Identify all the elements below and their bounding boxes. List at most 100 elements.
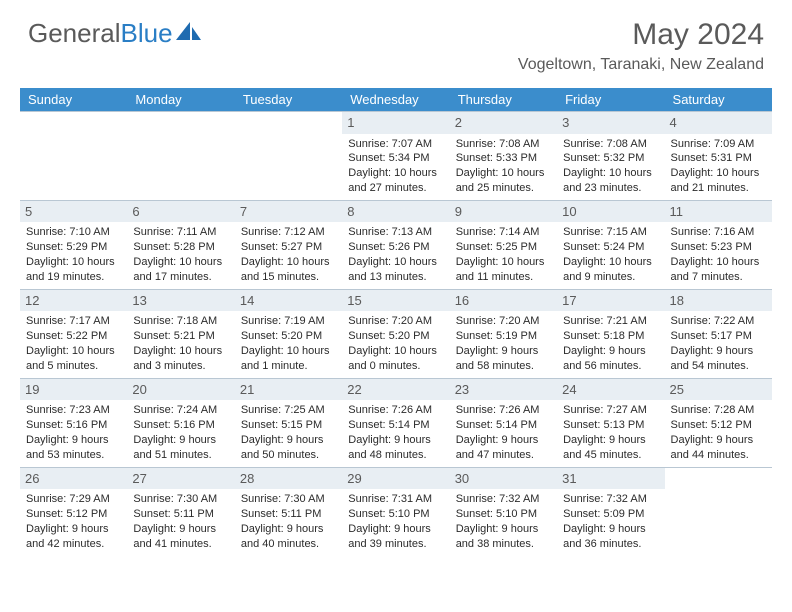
daylight-line-1: Daylight: 9 hours <box>241 433 338 448</box>
calendar-cell: 29Sunrise: 7:31 AMSunset: 5:10 PMDayligh… <box>342 467 449 555</box>
calendar-cell: 17Sunrise: 7:21 AMSunset: 5:18 PMDayligh… <box>557 289 664 378</box>
daylight-line-1: Daylight: 10 hours <box>671 255 768 270</box>
day-number: 10 <box>557 201 664 223</box>
sunrise-line: Sunrise: 7:29 AM <box>26 492 123 507</box>
sunrise-line: Sunrise: 7:08 AM <box>563 137 660 152</box>
daylight-line-2: and 17 minutes. <box>133 270 230 285</box>
calendar-body: 1Sunrise: 7:07 AMSunset: 5:34 PMDaylight… <box>20 112 772 556</box>
day-number: 11 <box>665 201 772 223</box>
sunrise-line: Sunrise: 7:30 AM <box>133 492 230 507</box>
sunset-line: Sunset: 5:20 PM <box>241 329 338 344</box>
daylight-line-2: and 19 minutes. <box>26 270 123 285</box>
sunrise-line: Sunrise: 7:20 AM <box>456 314 553 329</box>
daylight-line-2: and 42 minutes. <box>26 537 123 552</box>
sunset-line: Sunset: 5:12 PM <box>671 418 768 433</box>
sunrise-line: Sunrise: 7:28 AM <box>671 403 768 418</box>
sunset-line: Sunset: 5:11 PM <box>241 507 338 522</box>
sunset-line: Sunset: 5:15 PM <box>241 418 338 433</box>
day-header: Sunday <box>20 88 127 112</box>
sunrise-line: Sunrise: 7:21 AM <box>563 314 660 329</box>
daylight-line-2: and 11 minutes. <box>456 270 553 285</box>
day-number: 7 <box>235 201 342 223</box>
calendar-cell: 18Sunrise: 7:22 AMSunset: 5:17 PMDayligh… <box>665 289 772 378</box>
sunset-line: Sunset: 5:24 PM <box>563 240 660 255</box>
sunset-line: Sunset: 5:09 PM <box>563 507 660 522</box>
calendar-cell <box>235 112 342 201</box>
sunset-line: Sunset: 5:29 PM <box>26 240 123 255</box>
calendar-cell: 21Sunrise: 7:25 AMSunset: 5:15 PMDayligh… <box>235 378 342 467</box>
daylight-line-2: and 15 minutes. <box>241 270 338 285</box>
daylight-line-1: Daylight: 10 hours <box>671 166 768 181</box>
daylight-line-1: Daylight: 10 hours <box>456 255 553 270</box>
sunrise-line: Sunrise: 7:30 AM <box>241 492 338 507</box>
calendar-cell: 5Sunrise: 7:10 AMSunset: 5:29 PMDaylight… <box>20 200 127 289</box>
sunrise-line: Sunrise: 7:11 AM <box>133 225 230 240</box>
sunset-line: Sunset: 5:23 PM <box>671 240 768 255</box>
day-number: 28 <box>235 468 342 490</box>
daylight-line-1: Daylight: 9 hours <box>456 433 553 448</box>
day-number: 13 <box>127 290 234 312</box>
day-number: 18 <box>665 290 772 312</box>
daylight-line-1: Daylight: 9 hours <box>26 433 123 448</box>
daylight-line-1: Daylight: 9 hours <box>348 522 445 537</box>
calendar-cell: 27Sunrise: 7:30 AMSunset: 5:11 PMDayligh… <box>127 467 234 555</box>
daylight-line-1: Daylight: 9 hours <box>241 522 338 537</box>
logo-text-1: General <box>28 18 121 49</box>
sunset-line: Sunset: 5:33 PM <box>456 151 553 166</box>
calendar-cell: 11Sunrise: 7:16 AMSunset: 5:23 PMDayligh… <box>665 200 772 289</box>
daylight-line-2: and 44 minutes. <box>671 448 768 463</box>
daylight-line-1: Daylight: 10 hours <box>348 344 445 359</box>
day-number: 1 <box>342 112 449 134</box>
daylight-line-2: and 13 minutes. <box>348 270 445 285</box>
calendar-cell: 12Sunrise: 7:17 AMSunset: 5:22 PMDayligh… <box>20 289 127 378</box>
calendar-cell: 4Sunrise: 7:09 AMSunset: 5:31 PMDaylight… <box>665 112 772 201</box>
daylight-line-2: and 5 minutes. <box>26 359 123 374</box>
calendar-cell: 6Sunrise: 7:11 AMSunset: 5:28 PMDaylight… <box>127 200 234 289</box>
daylight-line-2: and 47 minutes. <box>456 448 553 463</box>
daylight-line-2: and 40 minutes. <box>241 537 338 552</box>
sunrise-line: Sunrise: 7:26 AM <box>348 403 445 418</box>
day-number: 19 <box>20 379 127 401</box>
calendar-cell: 25Sunrise: 7:28 AMSunset: 5:12 PMDayligh… <box>665 378 772 467</box>
calendar-row: 19Sunrise: 7:23 AMSunset: 5:16 PMDayligh… <box>20 378 772 467</box>
daylight-line-1: Daylight: 10 hours <box>133 344 230 359</box>
month-title: May 2024 <box>518 18 764 52</box>
calendar-cell <box>20 112 127 201</box>
calendar-head: SundayMondayTuesdayWednesdayThursdayFrid… <box>20 88 772 112</box>
sunset-line: Sunset: 5:19 PM <box>456 329 553 344</box>
day-number: 3 <box>557 112 664 134</box>
sunset-line: Sunset: 5:11 PM <box>133 507 230 522</box>
daylight-line-2: and 56 minutes. <box>563 359 660 374</box>
sunrise-line: Sunrise: 7:23 AM <box>26 403 123 418</box>
daylight-line-2: and 0 minutes. <box>348 359 445 374</box>
sunrise-line: Sunrise: 7:32 AM <box>456 492 553 507</box>
daylight-line-1: Daylight: 10 hours <box>348 166 445 181</box>
sunset-line: Sunset: 5:14 PM <box>348 418 445 433</box>
sunrise-line: Sunrise: 7:13 AM <box>348 225 445 240</box>
calendar-row: 5Sunrise: 7:10 AMSunset: 5:29 PMDaylight… <box>20 200 772 289</box>
calendar-cell: 26Sunrise: 7:29 AMSunset: 5:12 PMDayligh… <box>20 467 127 555</box>
calendar-row: 26Sunrise: 7:29 AMSunset: 5:12 PMDayligh… <box>20 467 772 555</box>
calendar-cell: 2Sunrise: 7:08 AMSunset: 5:33 PMDaylight… <box>450 112 557 201</box>
daylight-line-1: Daylight: 9 hours <box>671 344 768 359</box>
sunset-line: Sunset: 5:22 PM <box>26 329 123 344</box>
logo-text-2: Blue <box>121 18 173 49</box>
sunrise-line: Sunrise: 7:26 AM <box>456 403 553 418</box>
daylight-line-1: Daylight: 9 hours <box>133 433 230 448</box>
calendar-cell: 20Sunrise: 7:24 AMSunset: 5:16 PMDayligh… <box>127 378 234 467</box>
daylight-line-1: Daylight: 9 hours <box>671 433 768 448</box>
sunset-line: Sunset: 5:25 PM <box>456 240 553 255</box>
sunset-line: Sunset: 5:20 PM <box>348 329 445 344</box>
day-number: 29 <box>342 468 449 490</box>
sunset-line: Sunset: 5:21 PM <box>133 329 230 344</box>
sunrise-line: Sunrise: 7:24 AM <box>133 403 230 418</box>
day-number: 20 <box>127 379 234 401</box>
daylight-line-2: and 50 minutes. <box>241 448 338 463</box>
daylight-line-1: Daylight: 9 hours <box>563 344 660 359</box>
calendar-cell: 3Sunrise: 7:08 AMSunset: 5:32 PMDaylight… <box>557 112 664 201</box>
day-number: 27 <box>127 468 234 490</box>
daylight-line-1: Daylight: 10 hours <box>241 255 338 270</box>
calendar-table: SundayMondayTuesdayWednesdayThursdayFrid… <box>20 88 772 556</box>
calendar-cell <box>665 467 772 555</box>
calendar-cell: 15Sunrise: 7:20 AMSunset: 5:20 PMDayligh… <box>342 289 449 378</box>
